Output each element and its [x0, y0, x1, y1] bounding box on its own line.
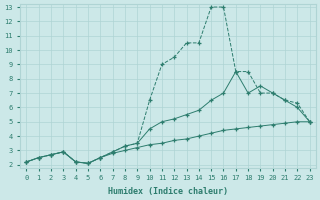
X-axis label: Humidex (Indice chaleur): Humidex (Indice chaleur) — [108, 187, 228, 196]
